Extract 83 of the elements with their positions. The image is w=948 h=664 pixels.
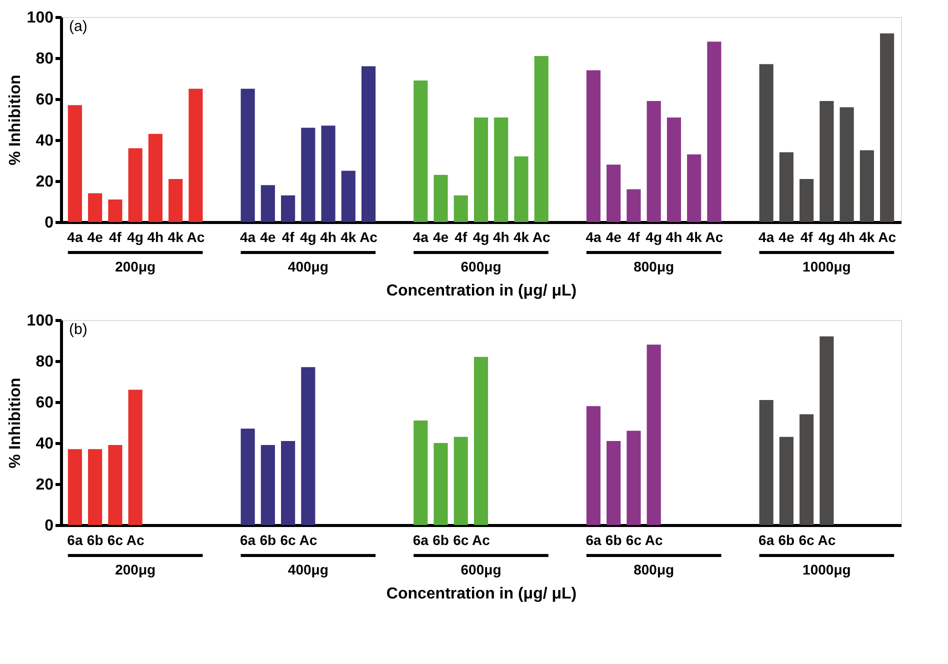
text: 6b [260, 532, 276, 548]
y-tick-label: 100 [26, 312, 54, 330]
y-tick-label: 20 [36, 174, 54, 190]
text: 4f [627, 229, 640, 245]
y-tick-label: 100 [26, 10, 54, 26]
text: 4a [240, 229, 256, 245]
annotation: (b) [69, 321, 88, 338]
text: 4g [127, 229, 144, 245]
text: 6b [605, 532, 622, 548]
text: 6b [778, 532, 795, 548]
text: 6a [586, 532, 602, 548]
text: 4k [859, 229, 875, 245]
text: 4g [646, 229, 662, 245]
text: 4k [340, 229, 356, 245]
text: 4a [412, 229, 428, 245]
series-label: 6b [86, 532, 104, 548]
series-label: 4a [67, 229, 83, 245]
text: 4g [472, 229, 490, 245]
text: 6a [240, 532, 256, 548]
text: 4h [492, 229, 510, 245]
x-tick-label: 1000μg [802, 562, 851, 578]
y-tick-label: 40 [36, 436, 54, 452]
text: 4g [818, 229, 835, 245]
text: Ac [126, 532, 144, 548]
text: 4h [320, 229, 336, 245]
text: 4h [147, 229, 164, 245]
series-label: 4e [432, 229, 449, 245]
x-tick-label: 400μg [288, 258, 328, 274]
text: 4e [778, 229, 794, 245]
text: 4e [260, 229, 276, 245]
x-axis-title: Concentration in (μg/ μL) [386, 586, 577, 602]
series-label: 6c [107, 532, 124, 548]
series-label: 6a [67, 532, 83, 548]
y-axis-title: % Inhibition [6, 378, 24, 468]
text: 6a [412, 532, 428, 548]
x-axis-title: Concentration in (μg/ μL) [386, 282, 577, 300]
y-tick-label: 60 [36, 92, 54, 108]
x-tick-label: 400μg [288, 562, 328, 578]
text: 4f [800, 229, 813, 245]
y-tick-label: 80 [36, 354, 54, 370]
x-tick-label: 600μg [460, 562, 502, 578]
text: 4a [758, 229, 774, 245]
series-label: 4f [108, 229, 122, 245]
series-label: 4g [300, 229, 316, 245]
text: Ac [299, 532, 318, 548]
x-tick-label: 200μg [115, 258, 156, 274]
text: 6b [432, 532, 449, 548]
text: Ac [644, 532, 663, 548]
text: 6c [798, 532, 814, 548]
x-tick-label: 1000μg [802, 258, 851, 274]
series-label: Ac [705, 229, 724, 245]
y-tick-label: 80 [36, 50, 54, 68]
y-tick-label: 0 [44, 214, 54, 232]
annotation: (a) [69, 18, 88, 35]
text: Ac [878, 229, 896, 245]
text: 4f [454, 229, 468, 245]
x-tick-label: 800μg [634, 562, 674, 578]
text: Ac [818, 532, 836, 548]
y-tick-label: 0 [44, 518, 54, 534]
text: Ac [360, 229, 378, 245]
text: 4h [666, 229, 682, 245]
y-axis-title: % Inhibition [6, 74, 24, 166]
y-tick-label: 20 [36, 476, 54, 494]
series-label: 4k [168, 229, 184, 245]
text: Ac [186, 229, 205, 245]
text: 4f [282, 229, 294, 245]
text: 6a [758, 532, 774, 548]
x-tick-label: 600μg [460, 258, 502, 274]
text: 4e [606, 229, 622, 245]
series-label: 4h [838, 229, 855, 245]
x-tick-label: 800μg [634, 258, 674, 274]
y-tick-label: 40 [36, 132, 54, 150]
x-tick-label: 200μg [115, 562, 156, 578]
text: 4k [686, 229, 702, 245]
text: Ac [532, 229, 550, 245]
y-tick-label: 60 [36, 394, 54, 412]
text: 4k [513, 229, 530, 245]
text: 6c [453, 532, 469, 548]
series-label: Ac [472, 532, 490, 548]
text: 4a [586, 229, 602, 245]
text: 4e [87, 229, 103, 245]
text: 6c [280, 532, 296, 548]
text: 6c [626, 532, 642, 548]
